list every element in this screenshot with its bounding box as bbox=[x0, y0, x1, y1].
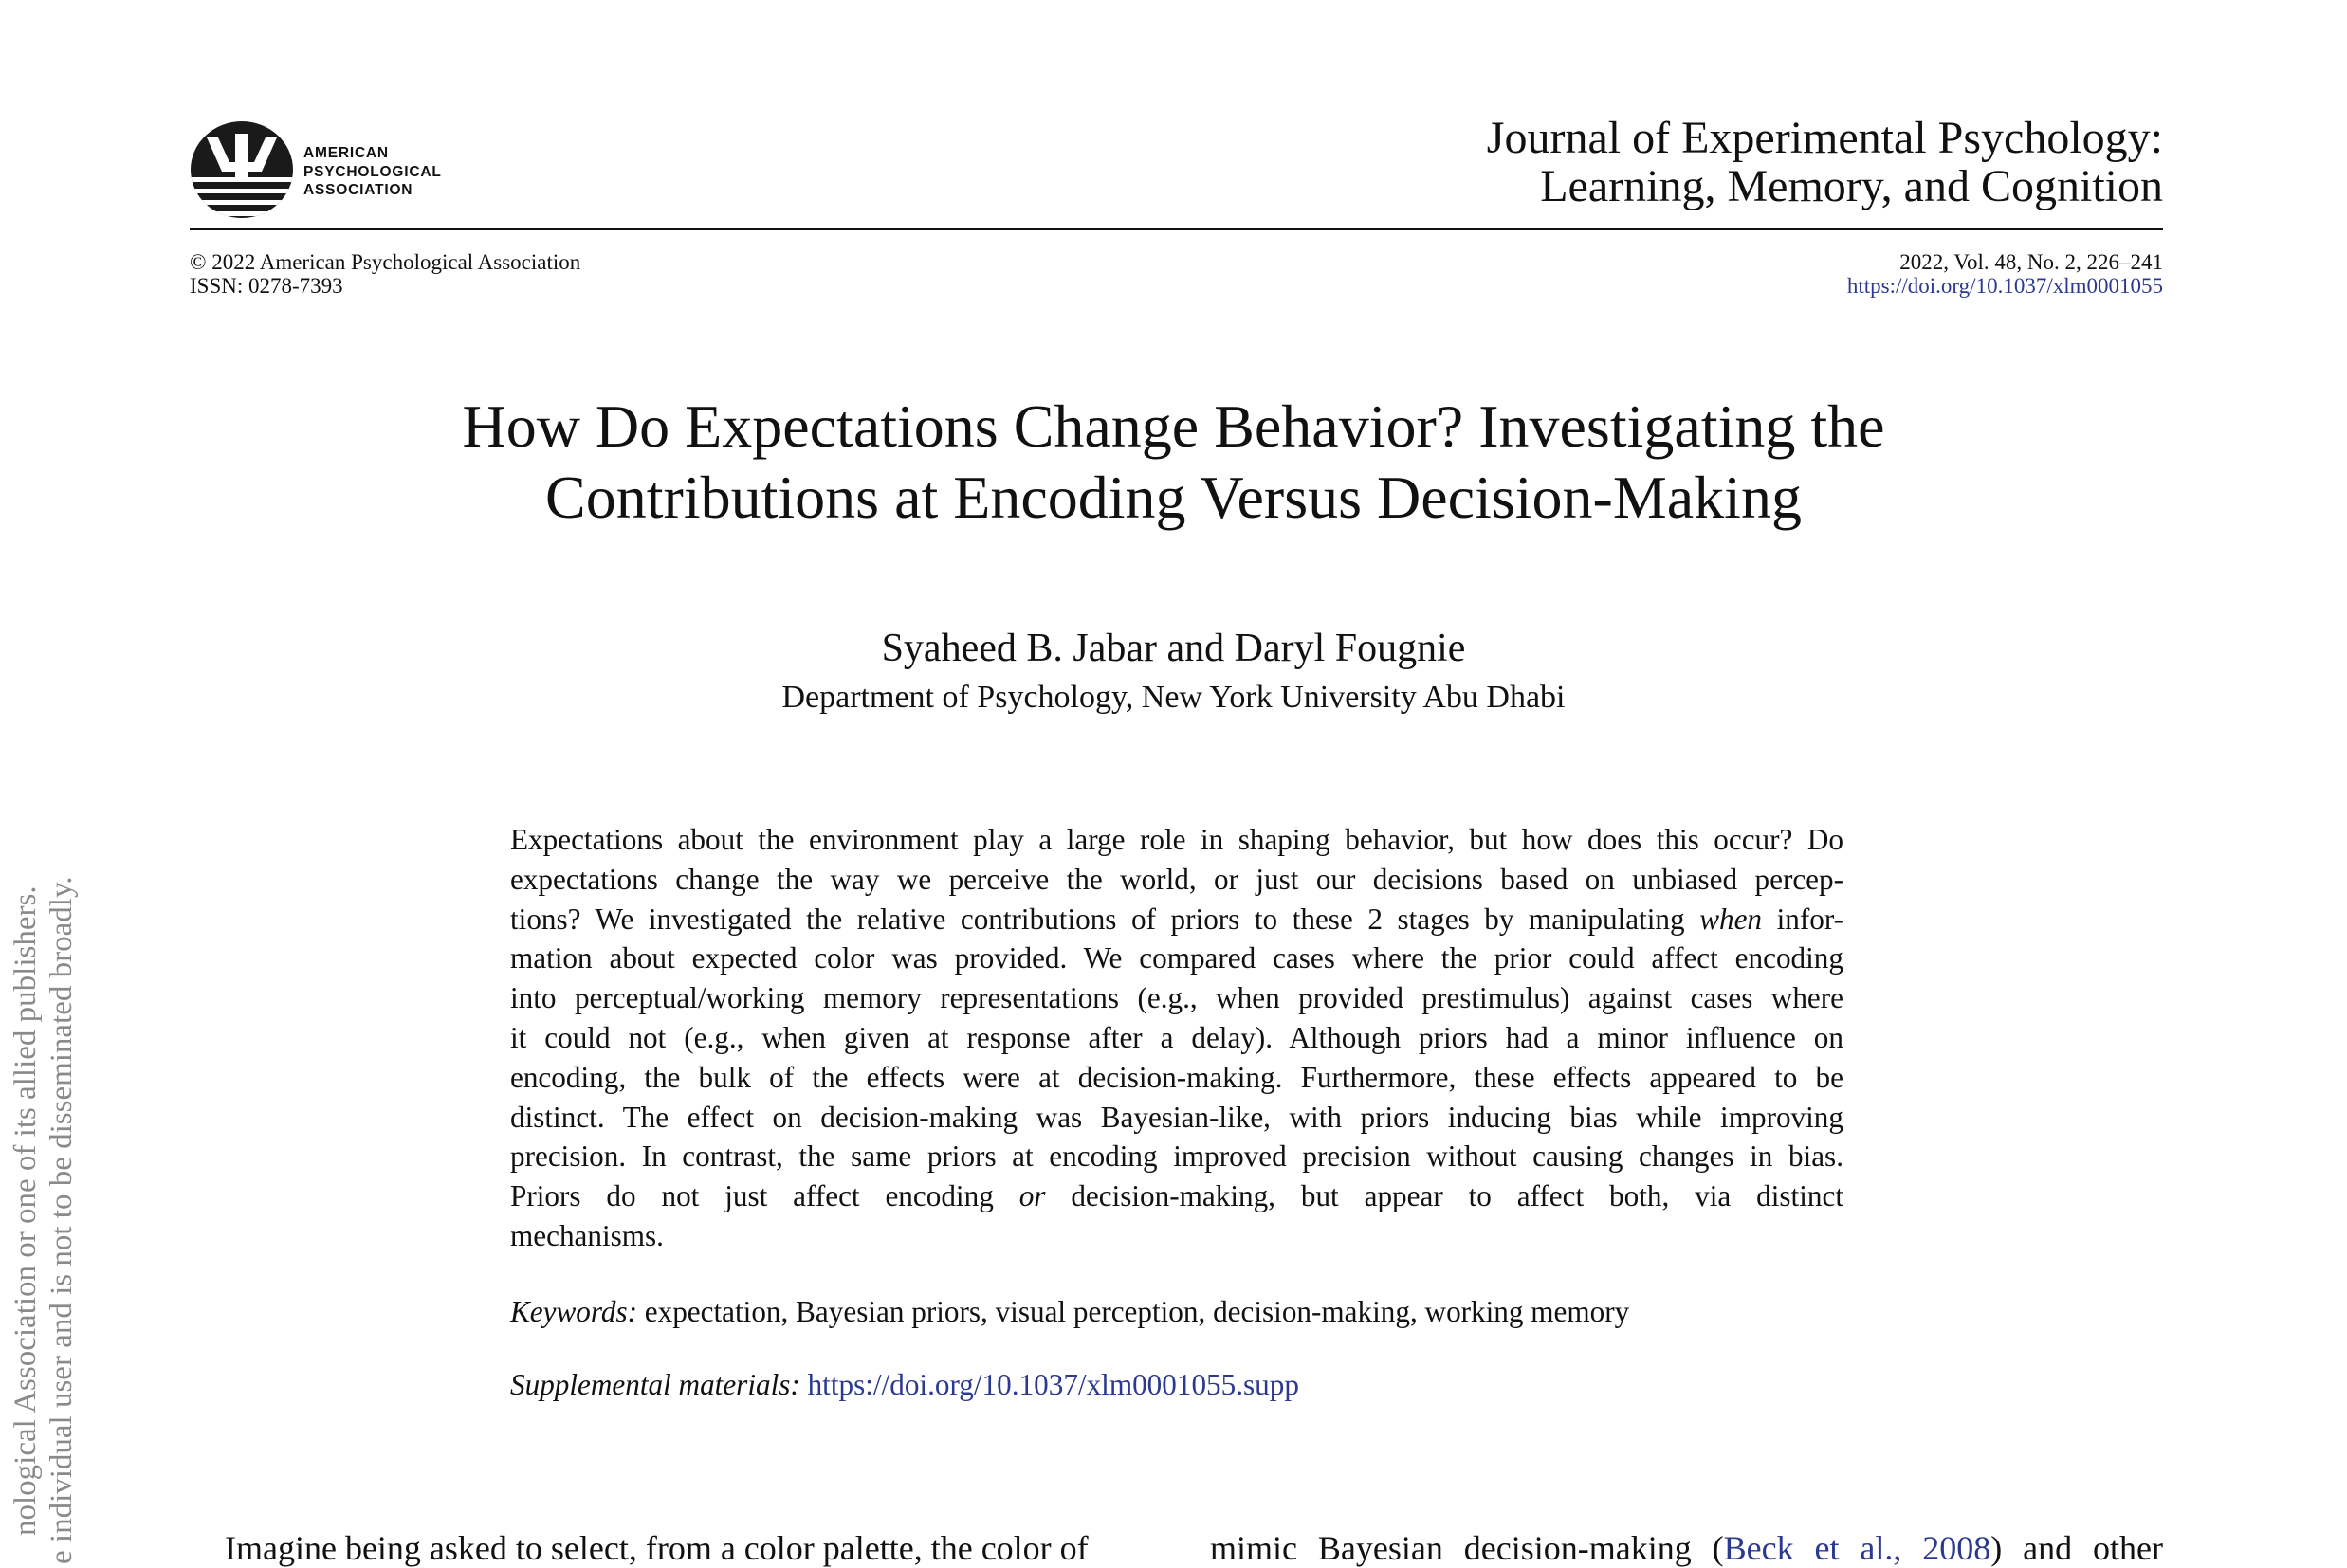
citation-link[interactable]: Beck et al., 2008 bbox=[1723, 1529, 1991, 1567]
keywords: Keywords: expectation, Bayesian priors, … bbox=[510, 1293, 1629, 1331]
body-column-left: Imagine being asked to select, from a co… bbox=[225, 1529, 1089, 1567]
body-text: mimic Bayesian decision-making ( bbox=[1210, 1529, 1724, 1567]
supplemental-materials: Supplemental materials: https://doi.org/… bbox=[510, 1366, 1299, 1404]
publication-info-left: © 2022 American Psychological Associatio… bbox=[190, 250, 580, 298]
side-notice-line: nological Association or one of its alli… bbox=[9, 885, 43, 1536]
abstract-line: mation about expected color was provided… bbox=[510, 941, 1843, 975]
supplemental-label: Supplemental materials: bbox=[510, 1368, 800, 1401]
logo-line: ASSOCIATION bbox=[303, 182, 413, 198]
logo-line: PSYCHOLOGICAL bbox=[303, 163, 442, 180]
logo-line: AMERICAN bbox=[303, 145, 389, 161]
header-rule bbox=[190, 228, 2163, 230]
side-notice-line: e individual user and is not to be disse… bbox=[45, 876, 79, 1564]
publisher-logo-text: AMERICAN PSYCHOLOGICAL ASSOCIATION bbox=[303, 144, 442, 200]
issn: ISSN: 0278-7393 bbox=[190, 274, 343, 298]
abstract-line: precision. In contrast, the same priors … bbox=[510, 1140, 1843, 1174]
abstract-line: tions? We investigated the relative cont… bbox=[510, 900, 1843, 939]
article-title-line: Contributions at Encoding Versus Decisio… bbox=[545, 464, 1802, 531]
abstract-line: mechanisms. bbox=[510, 1218, 664, 1252]
publication-info-right: 2022, Vol. 48, No. 2, 226–241 https://do… bbox=[1847, 250, 2163, 298]
keywords-label: Keywords: bbox=[510, 1295, 637, 1328]
abstract-line: into perceptual/working memory represent… bbox=[510, 981, 1843, 1015]
journal-title-line: Learning, Memory, and Cognition bbox=[1540, 161, 2163, 211]
authors: Syaheed B. Jabar and Daryl Fougnie bbox=[881, 627, 1466, 670]
affiliation: Department of Psychology, New York Unive… bbox=[781, 680, 1566, 715]
abstract-text: infor- bbox=[1762, 902, 1843, 936]
supplemental-link[interactable]: https://doi.org/10.1037/xlm0001055.supp bbox=[807, 1368, 1299, 1401]
journal-title: Journal of Experimental Psychology: Lear… bbox=[1487, 114, 2163, 210]
abstract-line: Expectations about the environment play … bbox=[510, 823, 1843, 856]
emphasis-text: when bbox=[1699, 902, 1763, 936]
copyright: © 2022 American Psychological Associatio… bbox=[190, 250, 581, 274]
journal-title-line: Journal of Experimental Psychology: bbox=[1486, 113, 2163, 163]
abstract-text: Priors do not just affect encoding bbox=[510, 1179, 1019, 1213]
abstract-text: tions? We investigated the relative cont… bbox=[510, 902, 1700, 936]
keywords-text: expectation, Bayesian priors, visual per… bbox=[636, 1295, 1630, 1328]
apa-psi-logo-icon bbox=[191, 121, 293, 218]
abstract-line: Priors do not just affect encoding or de… bbox=[510, 1176, 1843, 1216]
volume-info: 2022, Vol. 48, No. 2, 226–241 bbox=[1899, 250, 2163, 274]
abstract-line: it could not (e.g., when given at respon… bbox=[510, 1020, 1843, 1054]
abstract-line: encoding, the bulk of the effects were a… bbox=[510, 1060, 1843, 1094]
article-title-line: How Do Expectations Change Behavior? Inv… bbox=[462, 392, 1885, 460]
abstract-text: decision-making, but appear to affect bo… bbox=[1045, 1179, 1843, 1213]
body-column-right: mimic Bayesian decision-making (Beck et … bbox=[1210, 1528, 2163, 1568]
side-copyright-notice: nological Association or one of its alli… bbox=[0, 0, 104, 1564]
emphasis-text: or bbox=[1018, 1179, 1046, 1213]
doi-link[interactable]: https://doi.org/10.1037/xlm0001055 bbox=[1846, 274, 2163, 298]
body-text: ) and other bbox=[1990, 1529, 2163, 1567]
abstract: Expectations about the environment play … bbox=[510, 820, 1843, 1256]
abstract-line: expectations change the way we perceive … bbox=[510, 862, 1843, 896]
abstract-line: distinct. The effect on decision-making … bbox=[510, 1100, 1843, 1134]
article-title: How Do Expectations Change Behavior? Inv… bbox=[0, 391, 2347, 533]
